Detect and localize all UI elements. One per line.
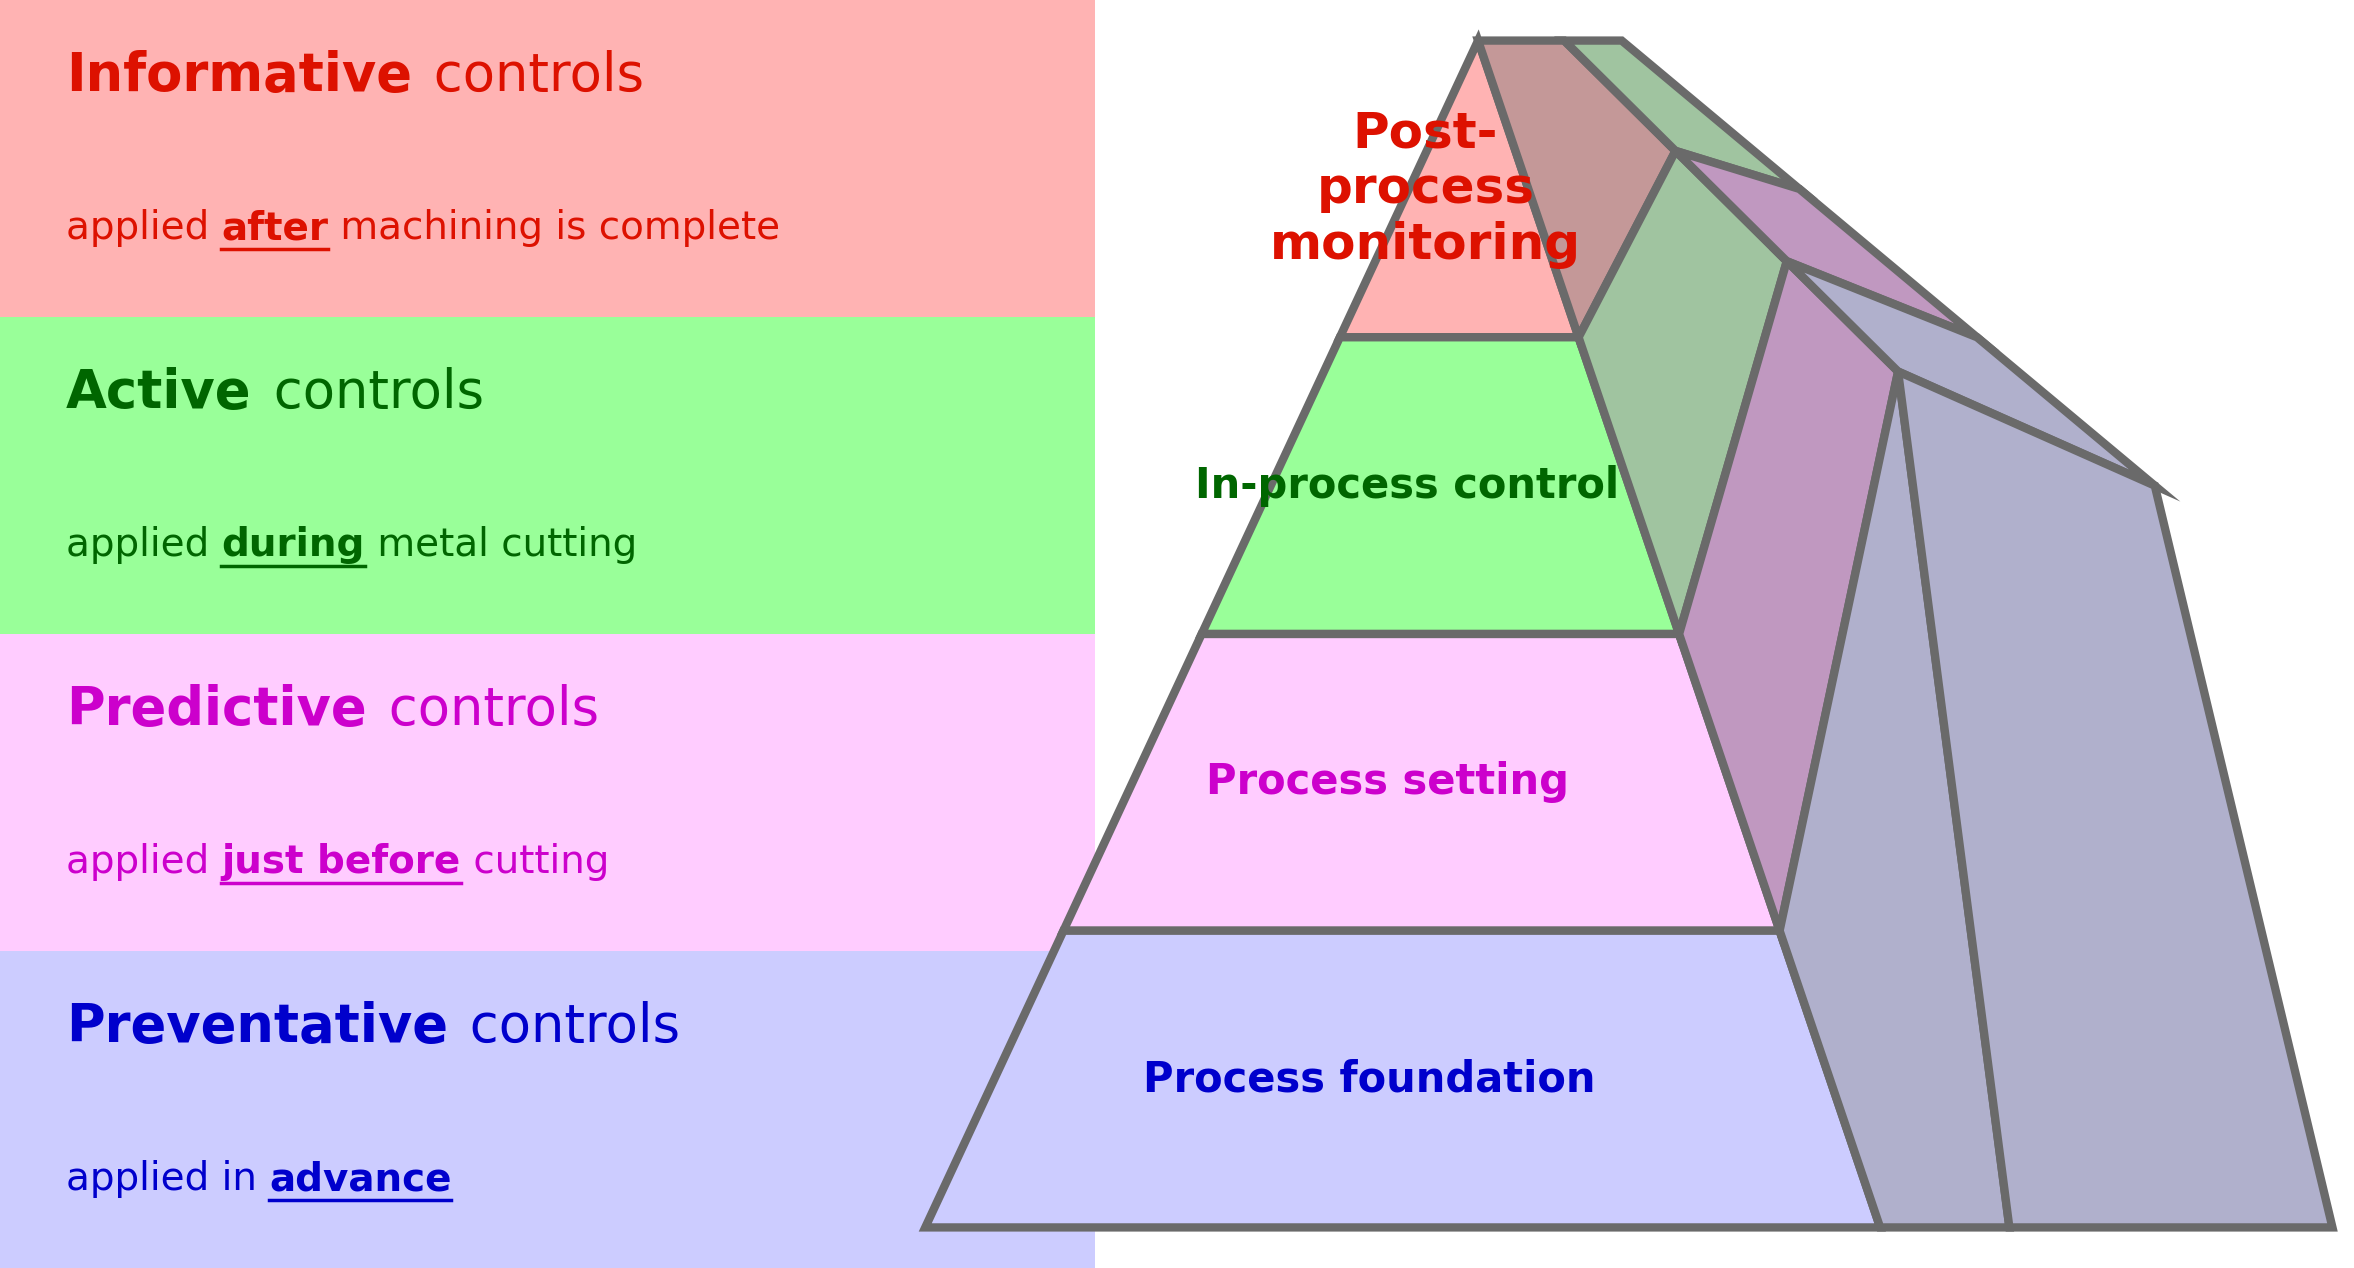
Text: controls: controls [257,366,485,420]
Text: applied: applied [66,209,221,247]
Text: advance: advance [268,1160,452,1198]
Text: Process setting: Process setting [1205,761,1570,804]
Text: applied: applied [66,843,221,881]
Text: controls: controls [454,1000,680,1054]
Polygon shape [1201,337,1678,634]
Polygon shape [1897,372,2333,1227]
Polygon shape [925,931,1881,1227]
Text: In-process control: In-process control [1196,464,1620,507]
Text: Active: Active [66,366,252,420]
Text: applied: applied [66,526,221,564]
Text: just before: just before [221,843,461,881]
Bar [0,317,1095,634]
Text: Preventative: Preventative [66,1000,447,1054]
Polygon shape [1780,372,2010,1227]
Polygon shape [1787,261,2154,486]
Bar [0,0,1095,317]
Text: cutting: cutting [461,843,610,881]
Text: controls: controls [417,49,645,103]
Text: during: during [221,526,365,564]
Polygon shape [1678,261,1897,931]
Text: Informative: Informative [66,49,412,103]
Text: Predictive: Predictive [66,683,367,737]
Text: Process foundation: Process foundation [1142,1058,1596,1101]
Text: machining is complete: machining is complete [327,209,782,247]
Polygon shape [1478,41,1676,337]
Polygon shape [1676,151,1977,337]
Polygon shape [1565,41,1798,189]
Text: metal cutting: metal cutting [365,526,638,564]
Bar [0,951,1095,1268]
Text: after: after [221,209,327,247]
Polygon shape [1339,41,1580,337]
Text: Post-
process
monitoring: Post- process monitoring [1271,109,1582,269]
Polygon shape [1064,634,1780,931]
Text: controls: controls [372,683,598,737]
Bar [0,634,1095,951]
Text: applied in: applied in [66,1160,268,1198]
Polygon shape [1580,151,1787,634]
